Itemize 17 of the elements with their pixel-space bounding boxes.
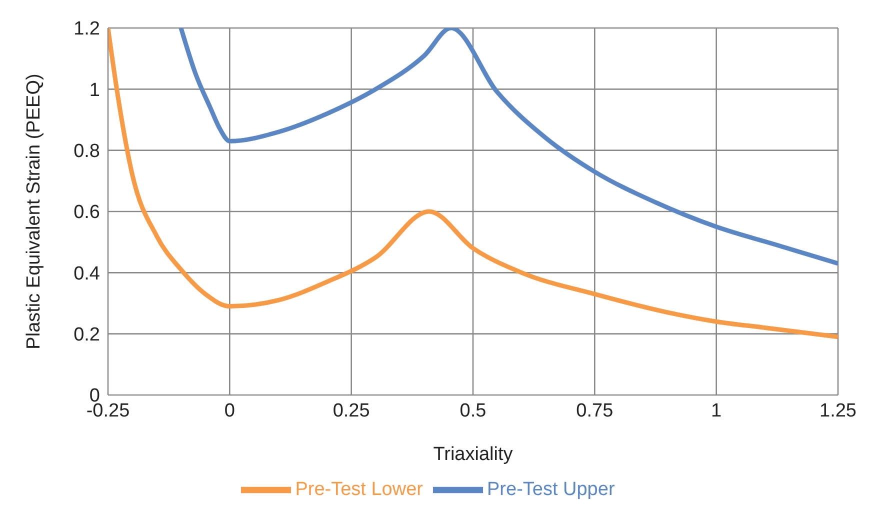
- line-series: [178, 28, 838, 266]
- y-tick-label: 0.6: [74, 202, 100, 224]
- x-tick-label: 0: [224, 400, 235, 422]
- y-tick-label: 0.8: [74, 141, 100, 162]
- y-axis-title: Plastic Equivalent Strain (PEEQ): [24, 74, 45, 350]
- y-tick-label: 0.2: [74, 324, 100, 346]
- y-tick-label: 0.4: [74, 263, 100, 284]
- x-tick-label: 0.25: [332, 400, 370, 422]
- y-tick-label: 1.2: [74, 18, 100, 40]
- x-tick-label: 0.75: [576, 400, 614, 422]
- x-tick-label: 0.5: [460, 400, 486, 422]
- legend-label: Pre-Test Upper: [487, 479, 615, 500]
- x-tick-label: 1.25: [820, 400, 856, 422]
- x-axis-title: Triaxiality: [433, 444, 514, 465]
- x-tick-label: 1: [711, 400, 722, 422]
- legend-label: Pre-Test Lower: [295, 479, 423, 500]
- y-tick-label: 1: [89, 80, 100, 101]
